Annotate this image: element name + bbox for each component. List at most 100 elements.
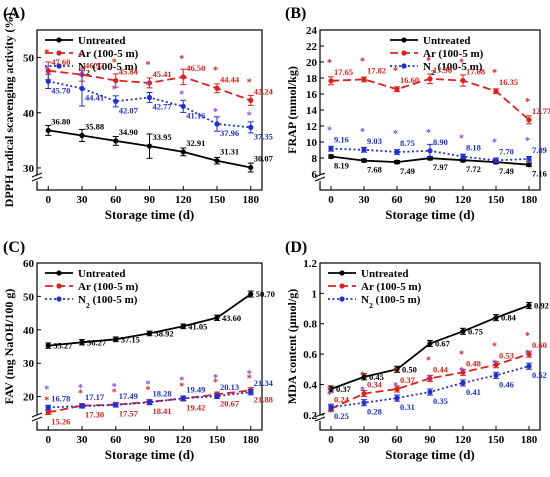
x-tick-label: 120 <box>175 434 192 446</box>
data-point <box>493 372 499 378</box>
data-label: 34.90 <box>119 127 138 137</box>
y-tick-label: 20 <box>306 57 318 69</box>
series-3: 16.78*17.17*17.49*18.28* 19.49*20.13* 21.3… <box>44 369 274 410</box>
data-label: 44.41 <box>85 92 104 102</box>
data-point <box>146 94 153 101</box>
data-label: 0.28 <box>367 407 382 417</box>
data-point <box>214 158 220 164</box>
y-axis-title: DPPH radical scavenging activity (%) <box>2 13 16 208</box>
chart-panel-4: (D) 0.2 0.4 0.6 0.8 1 1.2 0 30 60 90 120 150 180 Stora… <box>285 239 549 462</box>
data-point <box>526 156 532 162</box>
significance-star: * <box>426 355 431 366</box>
axis-break-mark <box>314 416 326 422</box>
significance-star: * <box>327 390 332 401</box>
data-point <box>146 143 153 149</box>
significance-star: * <box>213 377 218 388</box>
x-tick-label: 30 <box>359 434 371 446</box>
data-label: 36.27 <box>87 337 107 347</box>
significance-star: * <box>44 384 49 395</box>
data-label: 0.53 <box>499 351 514 361</box>
data-point <box>248 97 254 103</box>
data-point <box>328 78 334 84</box>
legend-marker <box>401 63 407 69</box>
legend-label: N2 (100-5 m) <box>78 61 138 77</box>
data-label: 15.26 <box>51 416 70 426</box>
data-label: 20.67 <box>220 398 240 408</box>
data-label: 20.13 <box>220 382 239 392</box>
data-label: 17.57 <box>119 409 139 419</box>
significance-star: * <box>112 388 117 399</box>
data-point <box>394 395 400 401</box>
y-tick-label: 20 <box>23 392 35 404</box>
data-point <box>394 366 400 372</box>
data-label: 0.37 <box>336 384 352 394</box>
data-label: 17.30 <box>85 410 104 420</box>
legend-label: N2 (100-5 m) <box>423 61 483 77</box>
data-label: 9.16 <box>334 135 349 145</box>
y-tick-label: 30 <box>23 163 35 175</box>
x-tick-label: 0 <box>328 194 334 206</box>
legend-marker <box>56 63 62 69</box>
chart-panel-3: (C) 20 30 40 50 60 0 30 60 90 120 150 180 Storage tim… <box>2 239 275 462</box>
legend-marker <box>339 283 345 289</box>
significance-star: * <box>327 386 332 397</box>
y-tick-label: 10 <box>306 137 318 149</box>
x-tick-label: 0 <box>46 194 52 206</box>
data-point <box>493 362 499 368</box>
y-axis-title: MDA content (μmol/g) <box>285 289 299 404</box>
data-label: 7.49 <box>499 166 514 176</box>
significance-star: * <box>525 331 530 342</box>
data-point <box>214 393 220 399</box>
data-label: 0.75 <box>468 326 483 336</box>
legend-marker <box>339 296 345 302</box>
data-label: 42.77 <box>153 101 173 111</box>
data-label: 19.42 <box>186 403 205 413</box>
legend-marker <box>401 37 407 43</box>
significance-star: * <box>393 381 398 392</box>
axis-break-mark <box>31 416 43 422</box>
data-point <box>427 375 433 381</box>
data-point <box>45 127 51 134</box>
y-tick-label: 50 <box>23 53 35 65</box>
y-tick-label: 30 <box>23 358 35 370</box>
significance-star: * <box>492 358 497 369</box>
significance-star: * <box>426 128 431 139</box>
x-tick-label: 120 <box>455 434 472 446</box>
x-tick-label: 90 <box>144 434 156 446</box>
significance-star: * <box>179 89 184 100</box>
legend-marker <box>56 283 62 289</box>
legend-label: Ar (100-5 m) <box>78 48 139 60</box>
data-point <box>361 76 367 83</box>
significance-star: * <box>426 375 431 386</box>
data-point <box>214 315 220 321</box>
y-tick-label: 14 <box>306 105 318 117</box>
series-3: 9.16*9.03*8.75*8.90*8.18*7.70*7.89* <box>327 126 547 164</box>
axis-break-gap <box>315 415 325 421</box>
legend-marker <box>56 296 62 302</box>
data-label: 45.41 <box>153 69 172 79</box>
data-point <box>394 149 400 155</box>
data-label: 7.97 <box>433 162 449 172</box>
data-label: 0.37 <box>400 375 416 385</box>
significance-star: * <box>459 134 464 145</box>
data-label: 41.16 <box>186 110 205 120</box>
significance-star: * <box>525 349 530 360</box>
axis-break-mark <box>314 176 326 182</box>
significance-star: * <box>146 60 151 71</box>
data-point <box>113 336 119 342</box>
data-point <box>113 402 119 408</box>
significance-star: * <box>247 110 252 121</box>
y-tick-label: 18 <box>306 73 318 85</box>
data-point <box>427 340 433 347</box>
data-point <box>394 86 400 92</box>
data-label: 0.34 <box>367 380 383 390</box>
data-point <box>214 85 220 91</box>
significance-star: * <box>112 58 117 69</box>
data-label: 8.19 <box>334 160 349 170</box>
axis-break-mark <box>31 412 43 418</box>
series-2: 17.65*17.82*16.60* 17.90*17.68*16.35*12.7… <box>327 56 550 125</box>
data-label: 41.05 <box>188 321 207 331</box>
significance-star: * <box>327 126 332 137</box>
legend-label: Ar (100-5 m) <box>78 281 139 293</box>
data-label: 45.70 <box>51 85 70 95</box>
